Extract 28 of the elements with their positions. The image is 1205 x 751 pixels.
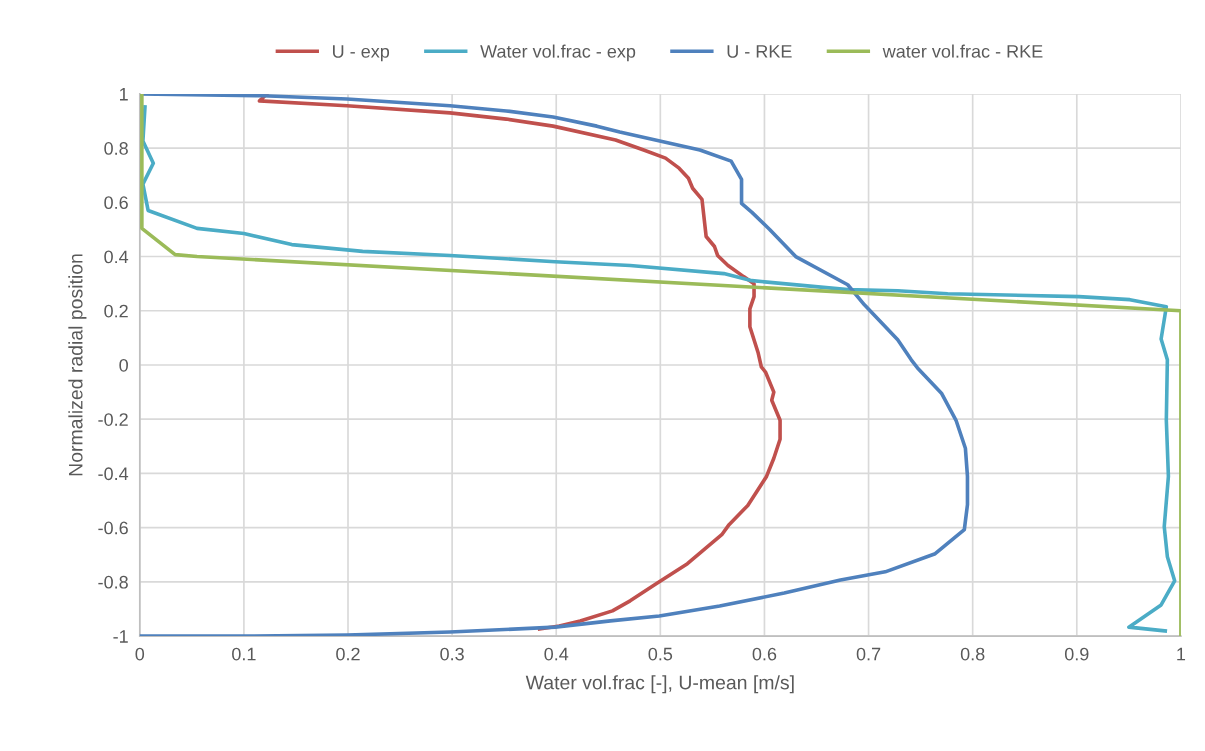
- legend-label: U - RKE: [727, 45, 792, 58]
- x-tick-label: 0.4: [544, 647, 569, 661]
- y-tick-label: 0.4: [104, 250, 129, 264]
- y-tick-label: 0: [119, 358, 128, 372]
- y-tick-label: 0.8: [104, 142, 128, 155]
- x-tick-label: 0.1: [232, 647, 256, 661]
- y-tick-label: -0.2: [98, 413, 128, 426]
- x-tick-label: 0.2: [336, 647, 360, 661]
- x-tick-label: 0.7: [856, 647, 881, 661]
- legend-label: Water vol.frac - exp: [480, 44, 636, 62]
- y-tick-label: -0.8: [98, 575, 128, 589]
- y-tick-label: 0.2: [104, 304, 128, 318]
- x-tick-label: 0.9: [1064, 647, 1089, 661]
- x-tick-label: 1: [1177, 647, 1186, 661]
- x-axis-title: Water vol.frac [-], U-mean [m/s]: [525, 675, 794, 694]
- x-tick-label: 0.8: [960, 647, 985, 661]
- y-tick-label: -0.4: [98, 467, 129, 481]
- y-axis-title: Normalized radial position: [68, 254, 87, 476]
- y-tick-label: -0.6: [98, 521, 128, 535]
- y-tick-label: 1: [120, 88, 128, 101]
- x-tick-label: 0.5: [648, 647, 673, 661]
- x-tick-label: 0: [135, 647, 145, 661]
- y-tick-label: 0.6: [104, 196, 128, 210]
- y-tick-label: -1: [113, 630, 128, 643]
- x-tick-label: 0.3: [440, 647, 464, 661]
- legend-label: U - exp: [333, 45, 390, 62]
- x-tick-label: 0.6: [752, 647, 777, 661]
- legend-label: water vol.frac - RKE: [882, 44, 1043, 58]
